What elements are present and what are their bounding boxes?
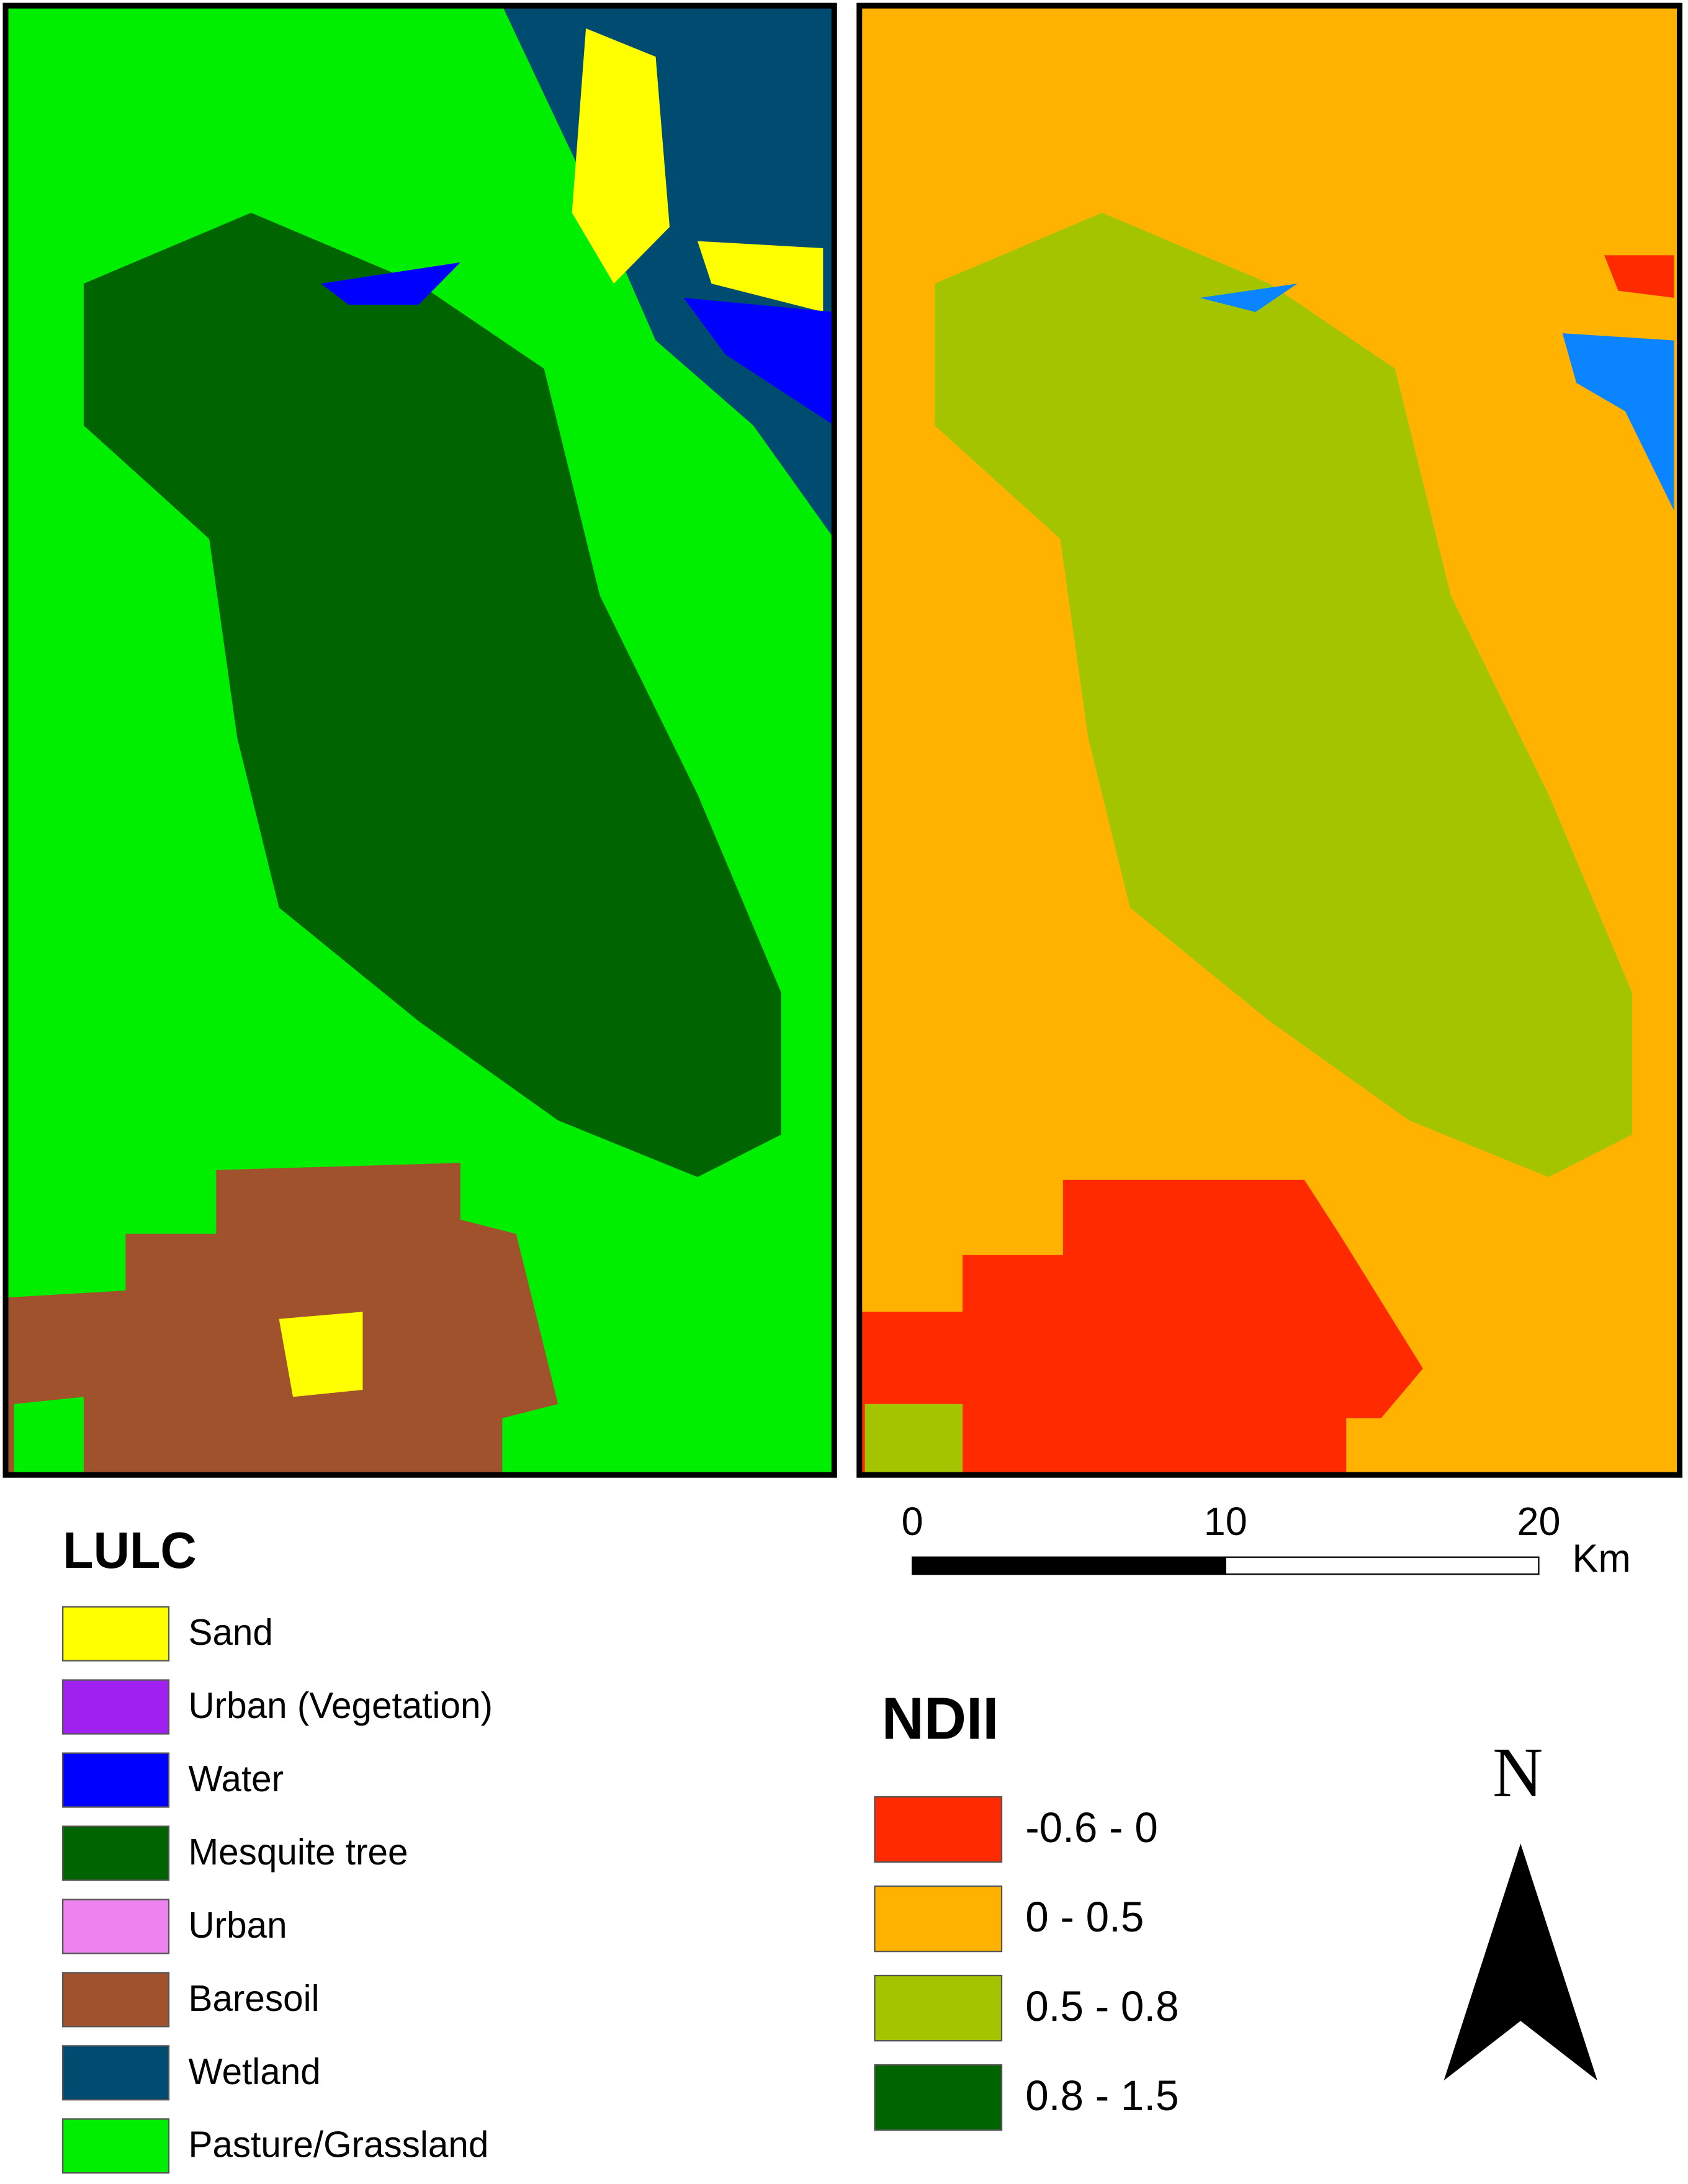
legend-label: Sand (188, 1613, 272, 1654)
legend-swatch (62, 1752, 170, 1808)
scale-tick-label: 0 (902, 1500, 923, 1544)
legend-label: -0.6 - 0 (1025, 1804, 1158, 1851)
ndii-0.5-0.8-area (864, 1403, 963, 1475)
water-area (321, 262, 460, 305)
sand-area (572, 28, 670, 284)
sand-area (697, 241, 824, 312)
ndii-neg-area (859, 1179, 1423, 1475)
legend-swatch (874, 1974, 1003, 2042)
legend-label: Urban (Vegetation) (188, 1686, 492, 1727)
sand-area (279, 1312, 363, 1397)
lulc-map (2, 2, 837, 1478)
legend-swatch (62, 1972, 170, 2028)
legend-swatch (62, 2118, 170, 2174)
legend-title: LULC (63, 1522, 197, 1579)
north-label: N (1493, 1733, 1543, 1812)
ndii-map (856, 2, 1683, 1478)
north-arrow (1443, 1843, 1597, 2081)
grassland-area (14, 1397, 84, 1475)
water-area (683, 298, 835, 426)
scale-unit: Km (1572, 1537, 1630, 1581)
legend-label: Urban (188, 1905, 287, 1946)
legend-swatch (62, 1825, 170, 1881)
ndii-0.5-0.8-area (935, 212, 1633, 1178)
legend-swatch (62, 1679, 170, 1735)
legend-title: NDII (882, 1686, 999, 1752)
water-area (1562, 333, 1674, 511)
mesquite-area (83, 212, 781, 1178)
scale-segment (1224, 1556, 1540, 1575)
scale-segment (912, 1556, 1226, 1575)
legend-label: Pasture/Grassland (188, 2124, 488, 2165)
legend-label: Mesquite tree (188, 1832, 408, 1873)
legend-label: Wetland (188, 2051, 320, 2092)
legend-label: 0.8 - 1.5 (1025, 2072, 1178, 2119)
legend-swatch (62, 2045, 170, 2101)
legend-swatch (874, 1885, 1003, 1953)
legend-label: Baresoil (188, 1978, 319, 2019)
legend-label: 0.5 - 0.8 (1025, 1982, 1178, 2030)
scale-tick-label: 20 (1517, 1500, 1560, 1544)
scale-bar: 0 10 20 Km (902, 1500, 1631, 1581)
water-area (1200, 284, 1298, 312)
legend-label: 0 - 0.5 (1025, 1893, 1144, 1941)
map-frame (856, 2, 1683, 1478)
ndii-neg-area (1604, 255, 1674, 298)
legend-swatch (874, 2064, 1003, 2131)
legend-swatch (62, 1899, 170, 1954)
legend-label: Water (188, 1759, 284, 1800)
map-frame (2, 2, 837, 1478)
scale-tick-label: 10 (1204, 1500, 1247, 1544)
legend-swatch (874, 1796, 1003, 1863)
legend-swatch (62, 1606, 170, 1662)
